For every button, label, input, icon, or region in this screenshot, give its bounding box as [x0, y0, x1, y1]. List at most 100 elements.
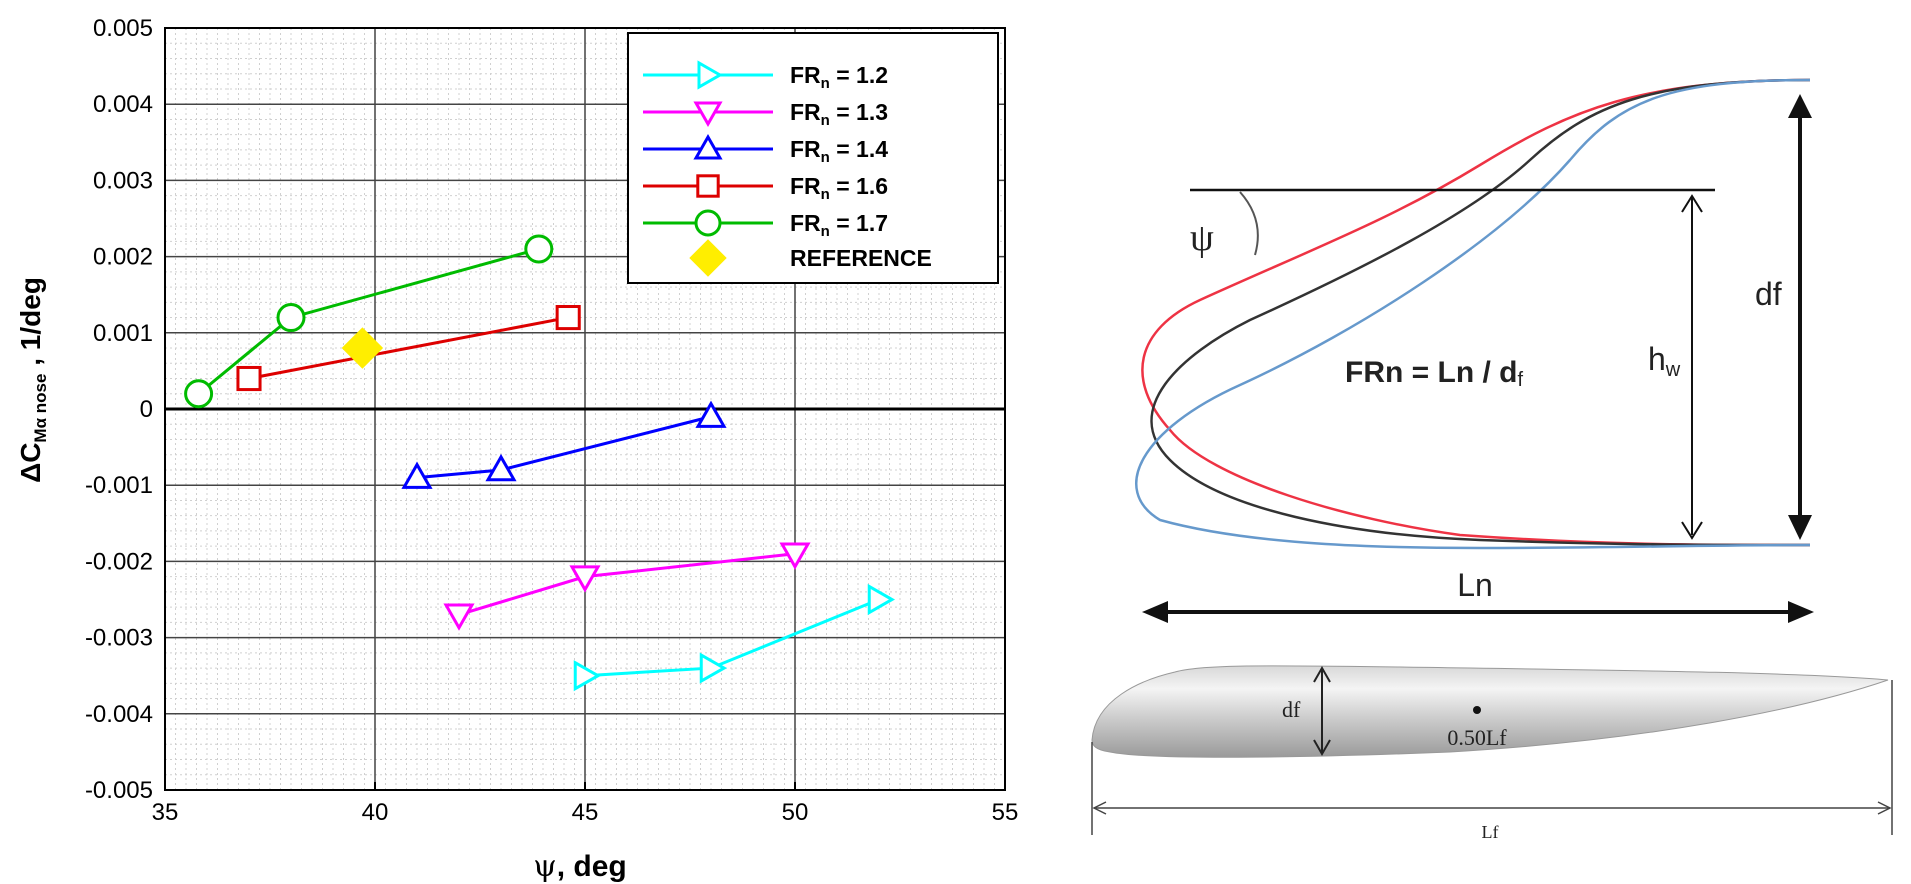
center-point — [1473, 706, 1481, 714]
fuselage-df-label: df — [1282, 697, 1301, 722]
y-tick-label: 0.004 — [93, 91, 153, 118]
legend-reference-marker — [689, 239, 727, 277]
series-line — [248, 316, 569, 380]
df-arrow-head-bottom — [1788, 515, 1812, 540]
axis-ticks: 35 40 45 50 55 -0.005 -0.004 -0.003 -0.002 -0.001… — [85, 15, 1018, 826]
nose-profile-black — [1150, 78, 1811, 547]
legend-label-main: FR — [790, 173, 821, 199]
series-5 — [184, 234, 554, 409]
legend-reference-label: REFERENCE — [790, 245, 932, 271]
center-label: 0.50Lf — [1447, 725, 1507, 750]
legend-label-main: FR — [790, 136, 821, 162]
x-axis-label: ψ, deg — [533, 849, 627, 884]
series-2 — [443, 542, 811, 631]
series-3 — [401, 400, 727, 489]
legend-label-sub: n — [821, 223, 830, 240]
y-tick-label: 0 — [140, 396, 153, 423]
y-tick-label: -0.001 — [85, 472, 153, 499]
data-point — [401, 461, 433, 489]
y-axis-label-text: , 1/deg — [15, 277, 46, 373]
data-point — [184, 379, 214, 409]
x-tick-label: 40 — [362, 799, 389, 826]
nose-profile-red — [1141, 78, 1811, 547]
y-tick-label: 0.003 — [93, 167, 153, 194]
legend-label-value: = 1.2 — [830, 62, 888, 88]
delta-cm-vs-psi-chart: 35 40 45 50 55 -0.005 -0.004 -0.003 -0.002 -0.001… — [15, 15, 1018, 884]
x-axis-label-symbol: ψ — [533, 849, 557, 884]
nose-profile-blue — [1135, 78, 1811, 550]
data-point — [573, 660, 602, 692]
x-tick-label: 35 — [152, 799, 179, 826]
series-layer — [184, 234, 896, 692]
nose-geometry-diagram: ψ hw df FRn = Ln / df Ln df 0.50Lf Lf — [1091, 78, 1893, 842]
series-1 — [573, 583, 896, 692]
legend-label-value: = 1.7 — [830, 210, 888, 236]
y-axis-label: ΔCMα nose , 1/deg — [15, 277, 50, 483]
legend-label: FRn = 1.3 — [790, 99, 888, 129]
fuselage-body — [1091, 665, 1889, 758]
data-point — [236, 365, 262, 392]
x-axis-label-text: , deg — [557, 850, 627, 883]
psi-angle-arc — [1239, 191, 1259, 256]
fuselage-df-head-top — [1313, 665, 1331, 683]
df-label: df — [1755, 276, 1782, 312]
legend-label-value: = 1.3 — [830, 99, 888, 125]
psi-label: ψ — [1190, 217, 1214, 259]
legend-label-sub: n — [821, 149, 830, 166]
hw-label-sub: w — [1665, 359, 1681, 381]
data-point — [867, 583, 896, 616]
y-tick-label: -0.003 — [85, 625, 153, 652]
legend-marker — [693, 133, 723, 160]
hw-arrow-head-bottom — [1681, 521, 1703, 540]
data-point — [699, 652, 728, 684]
ln-label: Ln — [1457, 567, 1493, 603]
data-point — [524, 234, 554, 264]
df-arrow-head-top — [1788, 94, 1812, 118]
y-axis-label-prefix: ΔC — [15, 443, 46, 483]
data-point — [569, 565, 601, 593]
y-tick-label: 0.005 — [93, 15, 153, 42]
x-tick-label: 50 — [782, 799, 809, 826]
lf-label: Lf — [1482, 822, 1499, 842]
x-tick-label: 55 — [992, 799, 1019, 826]
legend-label: FRn = 1.4 — [790, 136, 888, 166]
legend-label-value: = 1.4 — [830, 136, 888, 162]
legend-label-value: = 1.6 — [830, 173, 888, 199]
legend-marker — [694, 209, 722, 237]
ln-arrow-head-left — [1142, 601, 1168, 623]
legend-label-sub: n — [821, 186, 830, 203]
fuselage-df-head-bottom — [1313, 739, 1331, 757]
reference-point — [341, 327, 384, 369]
legend-label-sub: n — [821, 112, 830, 129]
legend-label-main: FR — [790, 62, 821, 88]
ln-arrow-head-right — [1788, 601, 1814, 623]
data-point — [276, 303, 306, 333]
y-axis-label-sub: Mα nose — [31, 374, 50, 443]
legend-label-main: FR — [790, 99, 821, 125]
fineness-formula: FRn = Ln / df — [1345, 356, 1524, 391]
legend-label: FRn = 1.7 — [790, 210, 888, 240]
lf-arrow-head-right — [1877, 801, 1892, 815]
series-4 — [236, 305, 581, 392]
data-point — [555, 305, 581, 331]
y-tick-label: -0.005 — [85, 777, 153, 804]
legend-label: FRn = 1.6 — [790, 173, 888, 203]
hw-arrow-head-top — [1681, 194, 1703, 213]
data-point — [779, 542, 811, 570]
hw-label: hw — [1648, 341, 1681, 381]
data-point — [695, 400, 727, 428]
legend-marker — [696, 174, 720, 198]
formula-sub: f — [1518, 369, 1524, 391]
lf-arrow-head-left — [1092, 801, 1107, 815]
legend-marker — [693, 101, 723, 128]
legend-label-sub: n — [821, 75, 830, 92]
y-tick-label: 0.002 — [93, 244, 153, 271]
legend-label: FRn = 1.2 — [790, 62, 888, 92]
y-tick-label: 0.001 — [93, 320, 153, 347]
legend-marker — [697, 60, 724, 90]
y-tick-label: -0.002 — [85, 548, 153, 575]
formula-main: FRn = Ln / d — [1345, 356, 1518, 389]
x-tick-label: 45 — [572, 799, 599, 826]
data-point — [485, 453, 517, 482]
